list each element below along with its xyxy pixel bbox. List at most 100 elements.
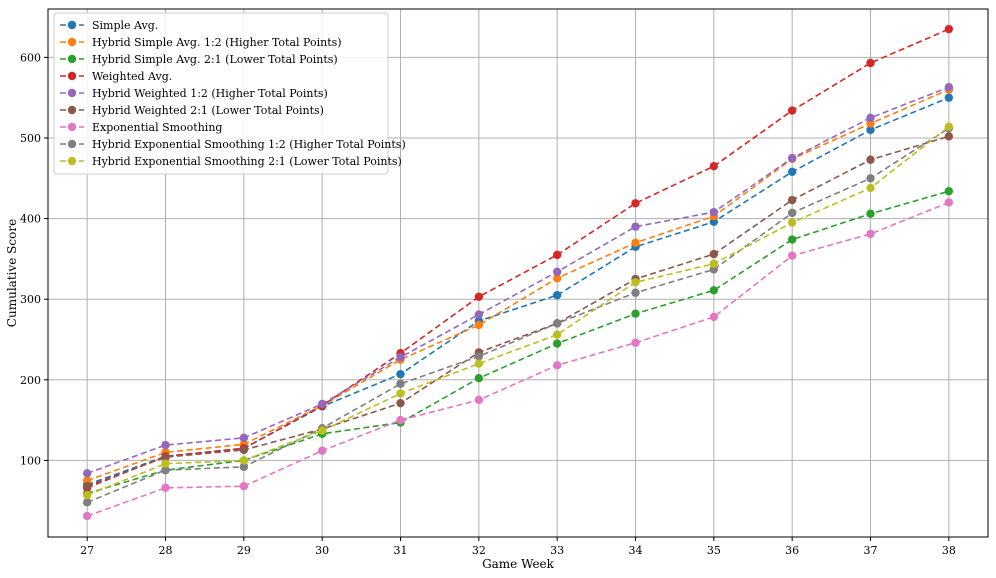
series-line bbox=[86, 126, 950, 496]
legend-marker bbox=[67, 156, 77, 166]
data-point bbox=[787, 235, 797, 244]
data-point bbox=[396, 353, 405, 362]
y-tick-label: 300 bbox=[20, 293, 41, 306]
series-7 bbox=[82, 198, 954, 521]
data-point bbox=[866, 209, 875, 218]
x-tick-label: 33 bbox=[550, 544, 564, 557]
x-tick-label: 29 bbox=[237, 544, 251, 557]
legend-item: Hybrid Exponential Smoothing 1:2 (Higher… bbox=[60, 138, 406, 151]
x-tick-label: 30 bbox=[315, 544, 329, 557]
data-point bbox=[474, 373, 484, 383]
legend-item: Simple Avg. bbox=[60, 19, 158, 32]
y-tick-label: 400 bbox=[20, 213, 41, 226]
data-point bbox=[866, 183, 875, 193]
data-point bbox=[787, 218, 797, 227]
y-axis-label: Cumulative Score bbox=[5, 219, 19, 327]
data-point bbox=[944, 93, 954, 102]
data-point bbox=[552, 274, 562, 283]
data-point bbox=[944, 186, 954, 196]
data-point bbox=[866, 155, 875, 164]
series-5 bbox=[82, 82, 954, 478]
series-6 bbox=[82, 132, 954, 491]
data-point bbox=[239, 433, 249, 443]
data-point bbox=[709, 259, 719, 268]
x-tick-label: 32 bbox=[472, 544, 486, 557]
legend-label: Weighted Avg. bbox=[92, 70, 172, 83]
data-point bbox=[396, 369, 405, 379]
y-tick-label: 600 bbox=[20, 51, 41, 64]
data-point bbox=[474, 310, 484, 319]
data-point bbox=[866, 229, 875, 239]
data-point bbox=[866, 125, 875, 135]
legend-item: Hybrid Weighted 1:2 (Higher Total Points… bbox=[60, 87, 328, 100]
data-point bbox=[709, 312, 719, 322]
data-point bbox=[944, 198, 954, 207]
legend-marker bbox=[67, 20, 77, 30]
data-point bbox=[239, 445, 249, 455]
data-point bbox=[866, 174, 875, 183]
data-point bbox=[552, 250, 562, 260]
data-point bbox=[709, 207, 719, 217]
legend: Simple Avg. Hybrid Simple Avg. 1:2 (Highe… bbox=[53, 12, 406, 175]
data-point bbox=[552, 339, 562, 348]
data-point bbox=[709, 161, 719, 171]
data-point bbox=[944, 24, 954, 34]
legend-marker bbox=[67, 37, 77, 47]
data-point bbox=[709, 249, 719, 259]
data-point bbox=[396, 415, 405, 425]
x-tick-label: 28 bbox=[159, 544, 173, 557]
data-point bbox=[474, 320, 484, 330]
legend-label: Hybrid Weighted 2:1 (Lower Total Points) bbox=[92, 104, 324, 117]
data-point bbox=[631, 288, 640, 297]
data-point bbox=[317, 399, 327, 409]
data-point bbox=[944, 82, 954, 92]
data-point bbox=[787, 153, 797, 163]
y-tick-label: 100 bbox=[20, 454, 41, 467]
legend-item: Weighted Avg. bbox=[60, 70, 172, 83]
x-tick-label: 37 bbox=[864, 544, 878, 557]
data-point bbox=[787, 106, 797, 115]
data-point bbox=[552, 319, 562, 328]
data-point bbox=[82, 482, 92, 491]
data-point bbox=[552, 330, 562, 339]
data-point bbox=[787, 195, 797, 205]
data-point bbox=[552, 290, 562, 300]
series-layer bbox=[82, 24, 954, 521]
data-point bbox=[944, 132, 954, 141]
data-point bbox=[317, 446, 327, 455]
legend-label: Exponential Smoothing bbox=[92, 121, 222, 134]
data-point bbox=[474, 395, 484, 405]
data-point bbox=[631, 278, 640, 287]
series-line bbox=[86, 190, 950, 495]
legend-item: Exponential Smoothing bbox=[60, 121, 222, 134]
data-point bbox=[866, 58, 875, 68]
data-point bbox=[631, 309, 640, 318]
data-point bbox=[787, 208, 797, 218]
series-9 bbox=[82, 122, 954, 500]
data-point bbox=[552, 267, 562, 276]
data-point bbox=[787, 167, 797, 177]
data-point bbox=[631, 199, 640, 208]
axis-ticks: 27 28 29 30 31 32 33 34 35 36 37 38 100 200 300 400 500 6… bbox=[20, 51, 956, 557]
series-line bbox=[86, 88, 950, 482]
x-tick-label: 38 bbox=[942, 544, 956, 557]
legend-item: Hybrid Simple Avg. 1:2 (Higher Total Poi… bbox=[60, 36, 342, 49]
legend-label: Hybrid Simple Avg. 2:1 (Lower Total Poin… bbox=[92, 53, 338, 66]
x-tick-label: 35 bbox=[707, 544, 721, 557]
series-line bbox=[86, 96, 950, 486]
data-point bbox=[709, 286, 719, 295]
data-point bbox=[474, 292, 484, 301]
data-point bbox=[161, 459, 170, 468]
legend-marker bbox=[67, 88, 77, 98]
data-point bbox=[631, 222, 640, 231]
legend-marker bbox=[67, 139, 77, 149]
series-line bbox=[86, 201, 950, 517]
data-point bbox=[82, 511, 92, 521]
legend-frame bbox=[53, 12, 389, 175]
data-point bbox=[161, 483, 170, 493]
legend-marker bbox=[67, 105, 77, 115]
x-tick-label: 27 bbox=[80, 544, 94, 557]
legend-item: Hybrid Simple Avg. 2:1 (Lower Total Poin… bbox=[60, 53, 338, 66]
data-point bbox=[239, 456, 249, 465]
series-line bbox=[86, 127, 950, 504]
